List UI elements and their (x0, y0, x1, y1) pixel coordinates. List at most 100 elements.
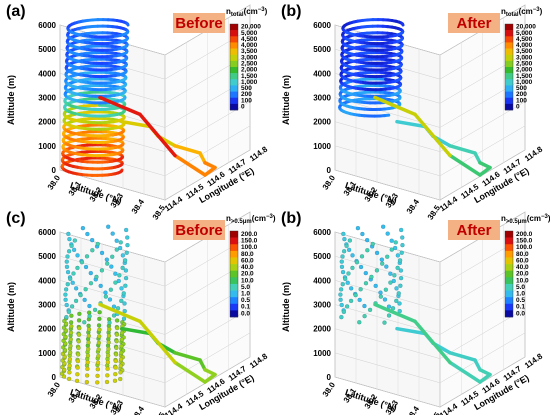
flight-track (60, 224, 217, 385)
colorbar-tick-label: 1,500 (241, 73, 258, 80)
z-tick-label: 5000 (313, 45, 331, 54)
track-point (354, 260, 360, 265)
colorbar-title-sub: >0.5μm (506, 219, 527, 225)
flight-track (60, 18, 217, 177)
track-point (69, 243, 74, 249)
track-point (95, 360, 101, 365)
track-point (123, 276, 129, 281)
colorbar-tick-label: 200.0 (241, 231, 258, 238)
colorbar-frame (504, 23, 514, 111)
track-point (75, 253, 80, 258)
track-point (114, 332, 120, 337)
track-point (341, 231, 346, 236)
track-point (83, 264, 89, 270)
transit-segment (448, 360, 482, 384)
colorbar-tick-label: 0.5 (241, 297, 250, 304)
transit-segment (203, 372, 217, 384)
gridline-z (59, 352, 166, 384)
colorbar-title-main: n (226, 214, 231, 223)
colorbar-segment (230, 97, 238, 105)
colorbar-tick-label: 60.0 (241, 257, 254, 264)
track-point (348, 298, 354, 303)
track-point (398, 268, 404, 273)
chart-panel-3: 0 1000 2000 3000 4000 5000 6000 38.0 38.1 38.2 38.… (0, 207, 276, 415)
track-point (343, 276, 348, 281)
track-point (120, 265, 125, 271)
track-point (125, 235, 130, 240)
track-point (345, 304, 350, 309)
track-point (86, 347, 91, 352)
track-point (117, 273, 122, 278)
track-point (68, 337, 73, 342)
track-point (119, 286, 124, 291)
track-point (85, 353, 91, 358)
gridline-z (334, 352, 441, 384)
z-tick-label: 3000 (313, 94, 331, 103)
track-point (118, 245, 123, 251)
z-tick-label: 2000 (38, 325, 56, 334)
track-point (103, 290, 108, 295)
z-tick-label: 1000 (38, 349, 56, 358)
track-point (370, 241, 375, 247)
colorbar-tick-label: 5,000 (516, 30, 533, 37)
track-point (76, 345, 81, 351)
track-point (389, 238, 394, 243)
track-point (386, 313, 392, 318)
track-point (68, 320, 74, 325)
colorbar-tick-label: 4,000 (516, 42, 533, 49)
track-point (381, 224, 386, 229)
track-point (65, 269, 71, 275)
chart-panel-4: 0 1000 2000 3000 4000 5000 6000 38.0 38.1 38.2 38.… (275, 207, 550, 415)
gridline-z (334, 121, 441, 152)
track-point (339, 264, 345, 269)
colorbar-frame (504, 230, 514, 318)
track-point (86, 327, 92, 332)
colorbar-segment (505, 79, 513, 86)
x-tick-label: 38.0 (321, 173, 338, 191)
colorbar-segment (505, 91, 513, 99)
track-point (67, 376, 72, 382)
track-point (113, 365, 118, 370)
track-point (97, 316, 102, 321)
track-point (379, 257, 384, 262)
track-point (118, 240, 123, 245)
colorbar-tick-label: 40.0 (241, 264, 254, 271)
colorbar-tick-label: 40.0 (516, 264, 529, 271)
transit-segment (138, 319, 177, 365)
track-point (342, 237, 347, 242)
colorbar-segment (505, 67, 513, 74)
transit-segment (198, 358, 207, 372)
track-point (97, 310, 102, 315)
track-point (393, 245, 398, 251)
colorbar-segment (505, 24, 513, 31)
colorbar-segment (230, 237, 238, 245)
colorbar-title: ntotal(cm−3) (226, 7, 268, 18)
transit-segment (98, 302, 142, 324)
track-point (346, 271, 351, 276)
track-point (382, 320, 387, 325)
x-tick-label: 38.0 (46, 173, 63, 191)
colorbar-tick-label: 80.0 (516, 251, 529, 258)
track-point (96, 340, 102, 345)
transit-segment (173, 360, 207, 384)
track-point (87, 303, 92, 309)
track-point (82, 320, 87, 325)
colorbar-segment (230, 67, 238, 74)
track-point (338, 292, 343, 297)
colorbar-title-unit: (cm (527, 214, 541, 223)
colorbar-tick-label: 100.0 (241, 244, 258, 251)
track-point (99, 250, 105, 256)
y-tick-label: 114.8 (523, 351, 545, 370)
track-point (77, 311, 82, 316)
gridline-z (59, 231, 166, 263)
colorbar-tick-label: 1.0 (516, 291, 525, 298)
colorbar-tick-label: 0.1 (241, 304, 250, 311)
axes-box (59, 211, 251, 408)
track-point (96, 347, 101, 352)
colorbar-title-close: ) (548, 214, 550, 223)
track-point (110, 254, 115, 259)
transit-segment (98, 95, 142, 117)
track-point (80, 226, 86, 231)
